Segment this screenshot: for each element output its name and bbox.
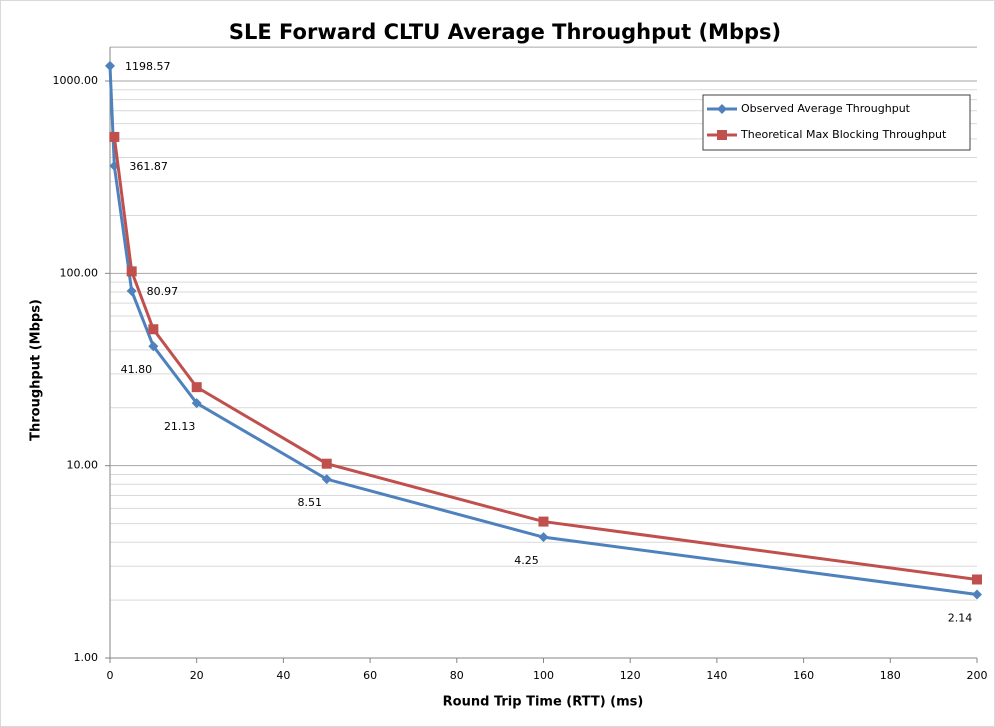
legend-label: Observed Average Throughput (741, 102, 911, 115)
y-tick-label: 1.00 (74, 651, 99, 664)
marker (126, 285, 137, 296)
x-tick-label: 140 (706, 669, 727, 682)
marker (972, 574, 982, 585)
marker (126, 266, 137, 277)
x-tick-label: 120 (620, 669, 641, 682)
marker (191, 398, 202, 409)
marker (972, 589, 982, 600)
series-line (108, 65, 978, 596)
x-tick-label: 0 (107, 669, 114, 682)
data-label: 80.97 (147, 285, 179, 298)
x-tick-label: 200 (967, 669, 988, 682)
x-tick-label: 20 (190, 669, 204, 682)
legend-box (702, 94, 971, 151)
data-label: 1198.57 (125, 60, 171, 73)
x-tick-label: 100 (533, 669, 554, 682)
marker (538, 516, 549, 527)
data-label: 4.25 (514, 554, 539, 567)
data-label: 2.14 (948, 611, 973, 624)
marker (148, 324, 159, 335)
data-label: 361.87 (129, 160, 168, 173)
legend-marker (717, 104, 727, 114)
data-label: 8.51 (298, 496, 323, 509)
x-tick-label: 180 (880, 669, 901, 682)
legend-label: Theoretical Max Blocking Throughput (740, 128, 947, 141)
x-tick-label: 80 (450, 669, 464, 682)
marker (105, 60, 115, 71)
y-tick-label: 1000.00 (53, 74, 99, 87)
y-axis-title: Throughput (Mbps) (29, 299, 44, 441)
marker (321, 458, 332, 469)
marker (538, 532, 549, 543)
x-tick-label: 60 (363, 669, 377, 682)
data-label: 41.80 (121, 363, 153, 376)
marker (321, 474, 332, 485)
marker (148, 341, 159, 352)
x-tick-label: 160 (793, 669, 814, 682)
marker (109, 131, 120, 142)
marker (191, 382, 202, 393)
x-tick-label: 40 (276, 669, 290, 682)
x-axis-title: Round Trip Time (RTT) (ms) (443, 695, 644, 710)
data-label: 21.13 (164, 420, 196, 433)
y-tick-label: 100.00 (60, 266, 99, 279)
chart-title: SLE Forward CLTU Average Throughput (Mbp… (229, 20, 781, 44)
y-tick-label: 10.00 (67, 459, 99, 472)
legend-marker (717, 130, 727, 140)
